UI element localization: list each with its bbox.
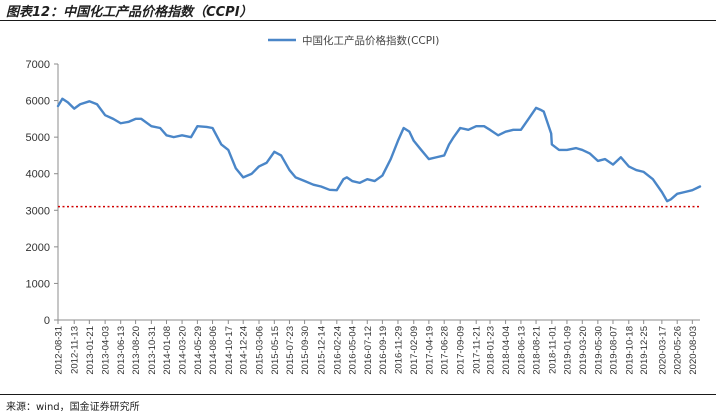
y-tick-label: 6000 xyxy=(26,96,50,108)
y-tick-label: 3000 xyxy=(26,205,50,217)
x-tick-label: 2017-02-09 xyxy=(409,326,420,375)
series-line-ccpi xyxy=(56,97,702,203)
x-tick-label: 2013-04-03 xyxy=(101,326,112,375)
x-tick-label: 2018-11-01 xyxy=(547,326,558,374)
x-tick-label: 2020-05-26 xyxy=(673,326,684,375)
x-tick-label: 2020-03-17 xyxy=(657,326,668,375)
x-tick-label: 2014-03-20 xyxy=(178,326,189,375)
x-tick-label: 2013-10-31 xyxy=(147,326,158,375)
x-tick-label: 2016-05-04 xyxy=(348,326,359,375)
source-note: 来源：wind，国金证券研究所 xyxy=(6,402,140,413)
x-tick-label: 2015-03-06 xyxy=(254,326,265,375)
y-axis: 0 1000 2000 3000 4000 5000 6000 7000 xyxy=(26,59,59,327)
x-tick-label: 2016-07-12 xyxy=(363,326,374,375)
y-tick-label: 7000 xyxy=(26,59,50,71)
x-tick-label: 2014-05-29 xyxy=(193,326,204,375)
x-tick-label: 2015-07-23 xyxy=(285,326,296,375)
y-tick-label: 0 xyxy=(44,315,50,327)
chart-legend: 中国化工产品价格指数(CCPI) xyxy=(268,34,439,47)
x-tick-label: 2014-12-24 xyxy=(239,326,250,375)
x-tick-label: 2014-08-06 xyxy=(208,326,219,375)
y-tick-label: 4000 xyxy=(26,169,50,181)
x-tick-label: 2012-11-13 xyxy=(70,326,81,374)
x-tick-label: 2018-01-23 xyxy=(486,326,497,375)
x-tick-label: 2014-01-08 xyxy=(162,326,173,375)
x-tick-label: 2017-09-09 xyxy=(456,326,467,375)
title-divider xyxy=(0,20,716,21)
x-tick-label: 2012-08-31 xyxy=(54,326,65,375)
y-tick-label: 1000 xyxy=(26,278,50,290)
x-tick-label: 2016-02-24 xyxy=(332,326,343,375)
y-tick-label: 5000 xyxy=(26,132,50,144)
x-tick-label: 2016-09-19 xyxy=(378,326,389,375)
x-tick-label: 2020-08-03 xyxy=(688,326,699,375)
x-tick-label: 2018-08-21 xyxy=(532,326,543,375)
x-tick-label: 2019-05-30 xyxy=(593,326,604,375)
x-tick-label: 2019-12-25 xyxy=(639,326,650,375)
x-tick-label: 2018-06-13 xyxy=(516,326,527,375)
x-tick-label: 2015-09-30 xyxy=(300,326,311,375)
x-tick-label: 2019-03-20 xyxy=(578,326,589,375)
legend-label: 中国化工产品价格指数(CCPI) xyxy=(302,34,439,47)
x-tick-label: 2019-10-18 xyxy=(624,326,635,375)
x-tick-label: 2017-04-19 xyxy=(424,326,435,375)
x-tick-label: 2013-08-20 xyxy=(131,326,142,375)
plot-area xyxy=(56,97,702,208)
x-tick-label: 2017-11-21 xyxy=(472,326,483,374)
source-divider xyxy=(0,394,716,395)
y-tick-label: 2000 xyxy=(26,242,50,254)
x-tick-label: 2015-05-15 xyxy=(270,326,281,375)
figure-title: 图表12：中国化工产品价格指数（CCPI） xyxy=(6,5,253,20)
x-tick-label: 2013-01-21 xyxy=(85,326,96,375)
x-tick-label: 2017-06-28 xyxy=(440,326,451,375)
x-axis: 2012-08-31 2012-11-13 2013-01-21 2013-04-03… xyxy=(54,319,700,375)
x-tick-label: 2014-10-17 xyxy=(224,326,235,375)
x-tick-label: 2015-12-14 xyxy=(317,326,328,375)
x-tick-label: 2013-06-13 xyxy=(116,326,127,375)
x-tick-label: 2018-04-04 xyxy=(501,326,512,375)
x-tick-label: 2016-11-29 xyxy=(393,326,404,374)
x-tick-label: 2019-08-07 xyxy=(608,326,619,375)
x-tick-label: 2019-01-09 xyxy=(562,326,573,375)
